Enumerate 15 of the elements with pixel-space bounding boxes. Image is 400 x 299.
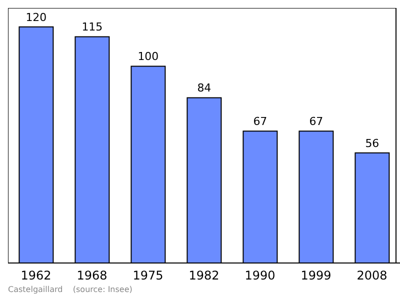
- x-tick-label: 1975: [132, 268, 164, 283]
- x-tick-label: 2008: [356, 268, 388, 283]
- data-label: 67: [253, 115, 268, 128]
- data-label: 115: [82, 20, 103, 34]
- data-label: 56: [365, 136, 380, 150]
- x-tick-label: 1962: [20, 268, 52, 283]
- text: Castelgaillard (source: Insee): [8, 285, 132, 294]
- data-label: 67: [309, 115, 324, 128]
- data-label: 84: [197, 82, 212, 95]
- x-tick-label: 1999: [300, 268, 332, 283]
- data-label: 100: [138, 50, 159, 64]
- x-tick-label: 1982: [188, 268, 220, 283]
- x-tick-label: 1968: [76, 268, 108, 283]
- x-tick-label: 1990: [244, 268, 276, 283]
- data-label: 120: [26, 10, 47, 24]
